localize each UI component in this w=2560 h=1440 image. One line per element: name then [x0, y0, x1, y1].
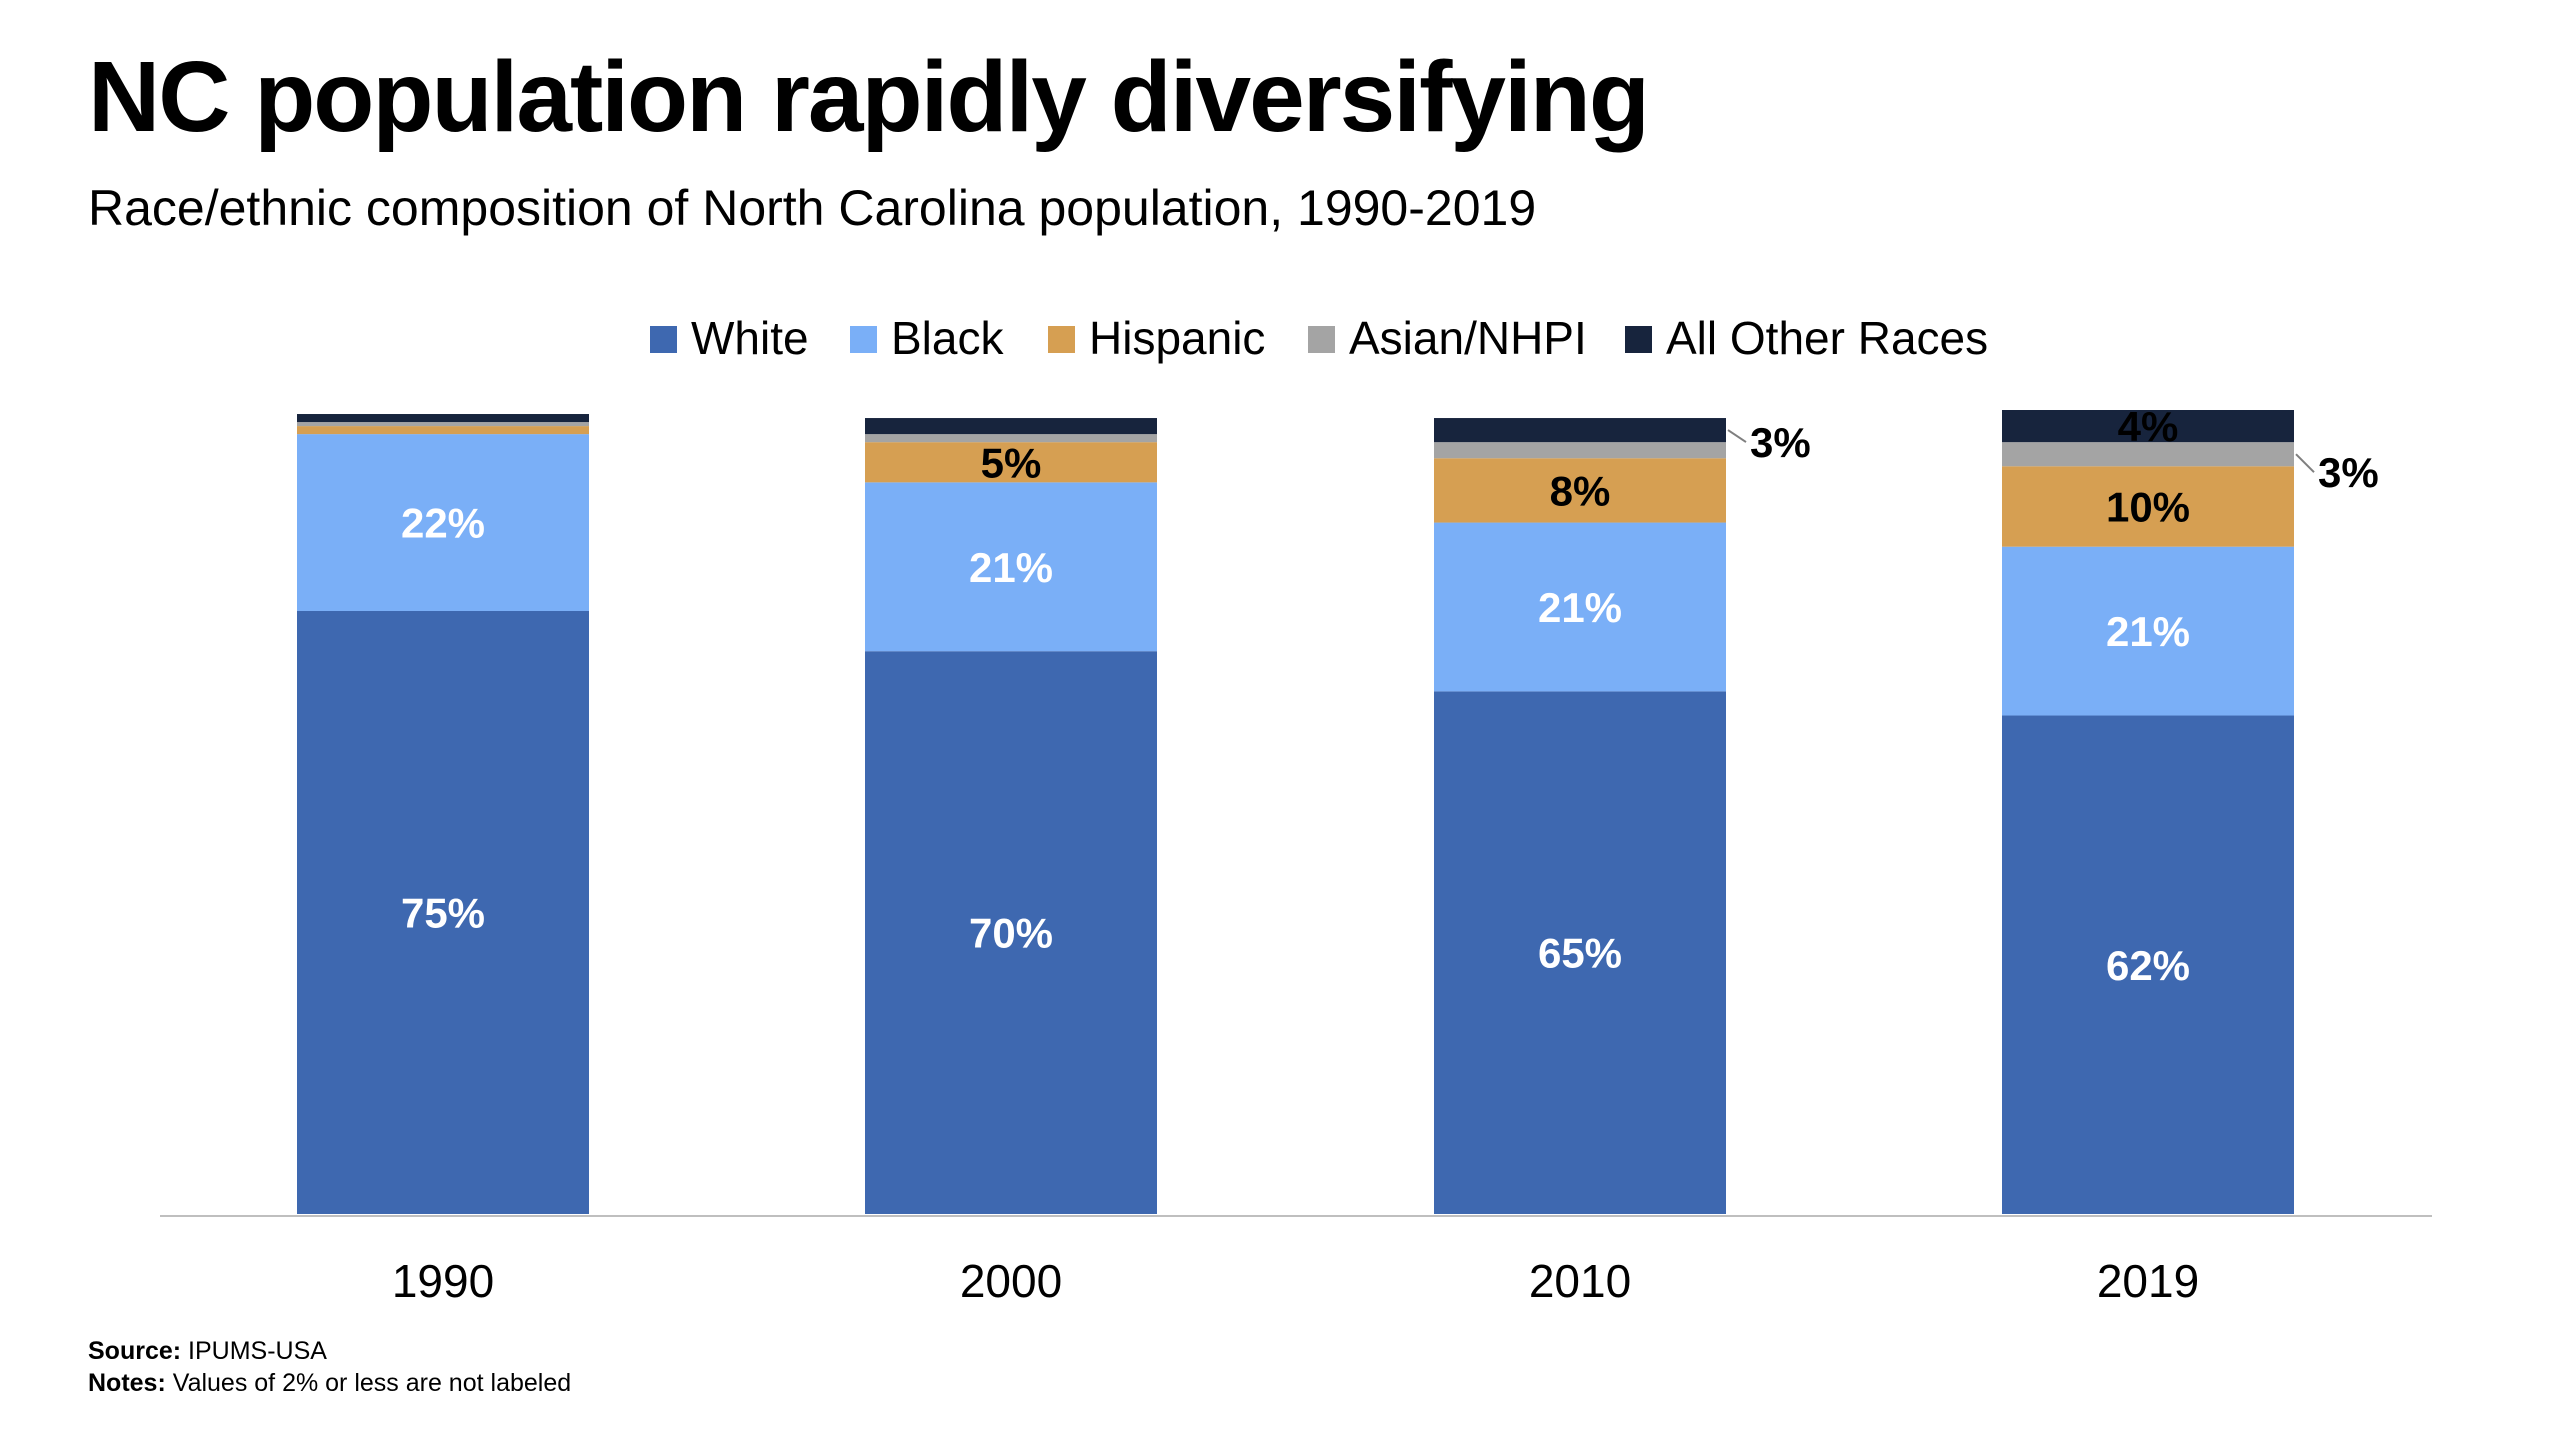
legend-label-hispanic: Hispanic — [1089, 312, 1265, 364]
legend-label-asian-nhpi: Asian/NHPI — [1349, 312, 1587, 364]
data-label-2010-black: 21% — [1538, 584, 1622, 631]
bar-1990-white — [297, 611, 589, 1214]
chart-subtitle: Race/ethnic composition of North Carolin… — [88, 180, 1537, 236]
leader-line-2010-all-other-races — [1727, 429, 1747, 443]
x-tick-label-1990: 1990 — [392, 1255, 494, 1307]
data-label-2010-hispanic: 8% — [1550, 467, 1611, 514]
notes-label: Notes: — [88, 1369, 166, 1397]
source-note: Source: IPUMS-USA — [88, 1336, 327, 1366]
bar-2010-hispanic — [1434, 458, 1726, 523]
data-label-2019-black: 21% — [2106, 608, 2190, 655]
source-text: IPUMS-USA — [188, 1337, 327, 1365]
data-label-2000-black: 21% — [969, 544, 1053, 591]
bar-2010-black — [1434, 522, 1726, 692]
legend-label-white: White — [691, 312, 809, 364]
x-tick-label-2000: 2000 — [960, 1255, 1062, 1307]
legend-item-white: White — [650, 312, 809, 364]
bar-2000-hispanic — [865, 442, 1157, 483]
data-label-2010-white: 65% — [1538, 930, 1622, 977]
leader-line-2019-asian-nhpi — [2295, 453, 2315, 473]
legend-swatch-all-other-races — [1625, 326, 1652, 353]
data-labels-group: 75% 22% 70% 21% 5% 65% 21% 8% 3% 62% 21% 10% 3% 4% — [401, 403, 2379, 989]
bar-2010-all-other-races — [1434, 418, 1726, 443]
legend-swatch-black — [850, 326, 877, 353]
data-label-2019-hispanic: 10% — [2106, 483, 2190, 530]
data-label-2000-hispanic: 5% — [981, 439, 1042, 486]
chart-title: NC population rapidly diversifying — [88, 41, 1650, 153]
notes-text: Values of 2% or less are not labeled — [172, 1369, 572, 1397]
bar-2019-asian-nhpi — [2002, 442, 2294, 467]
x-tick-label-2010: 2010 — [1529, 1255, 1631, 1307]
legend-label-all-other-races: All Other Races — [1666, 312, 1988, 364]
bar-2000-black — [865, 482, 1157, 652]
legend-label-black: Black — [891, 312, 1004, 364]
bar-2019-black — [2002, 546, 2294, 716]
bar-1990-black — [297, 434, 589, 611]
data-label-2019-all-other-races: 4% — [2118, 403, 2179, 450]
bar-2000-asian-nhpi — [865, 434, 1157, 443]
data-label-1990-white: 75% — [401, 890, 485, 937]
bar-2000-white — [865, 651, 1157, 1214]
x-axis: 1990 2000 2010 2019 — [160, 1215, 2432, 1307]
chart-legend: White Black Hispanic Asian/NHPI All Other Ra… — [650, 312, 1988, 364]
data-label-2019-white: 62% — [2106, 942, 2190, 989]
data-label-1990-black: 22% — [401, 500, 485, 547]
bars-group — [297, 410, 2294, 1214]
notes-note: Notes: Values of 2% or less are not labe… — [88, 1368, 571, 1398]
legend-swatch-hispanic — [1048, 326, 1075, 353]
data-label-2019-asian-nhpi: 3% — [2318, 449, 2379, 496]
data-label-2010-all-other-races: 3% — [1750, 419, 1811, 466]
legend-swatch-white — [650, 326, 677, 353]
data-label-2000-white: 70% — [969, 910, 1053, 957]
bar-2010-white — [1434, 691, 1726, 1214]
x-tick-label-2019: 2019 — [2097, 1255, 2199, 1307]
source-label: Source: — [88, 1337, 182, 1365]
bar-2010-asian-nhpi — [1434, 442, 1726, 459]
legend-item-asian-nhpi: Asian/NHPI — [1308, 312, 1587, 364]
bar-1990-hispanic — [297, 426, 589, 435]
legend-swatch-asian-nhpi — [1308, 326, 1335, 353]
bar-2019-white — [2002, 715, 2294, 1214]
bar-1990-all-other-races — [297, 414, 589, 423]
bar-2019-hispanic — [2002, 466, 2294, 547]
bar-1990-asian-nhpi — [297, 422, 589, 427]
bar-2019-all-other-races — [2002, 410, 2294, 443]
legend-item-black: Black — [850, 312, 1004, 364]
legend-item-all-other-races: All Other Races — [1625, 312, 1988, 364]
legend-item-hispanic: Hispanic — [1048, 312, 1265, 364]
bar-2000-all-other-races — [865, 418, 1157, 435]
